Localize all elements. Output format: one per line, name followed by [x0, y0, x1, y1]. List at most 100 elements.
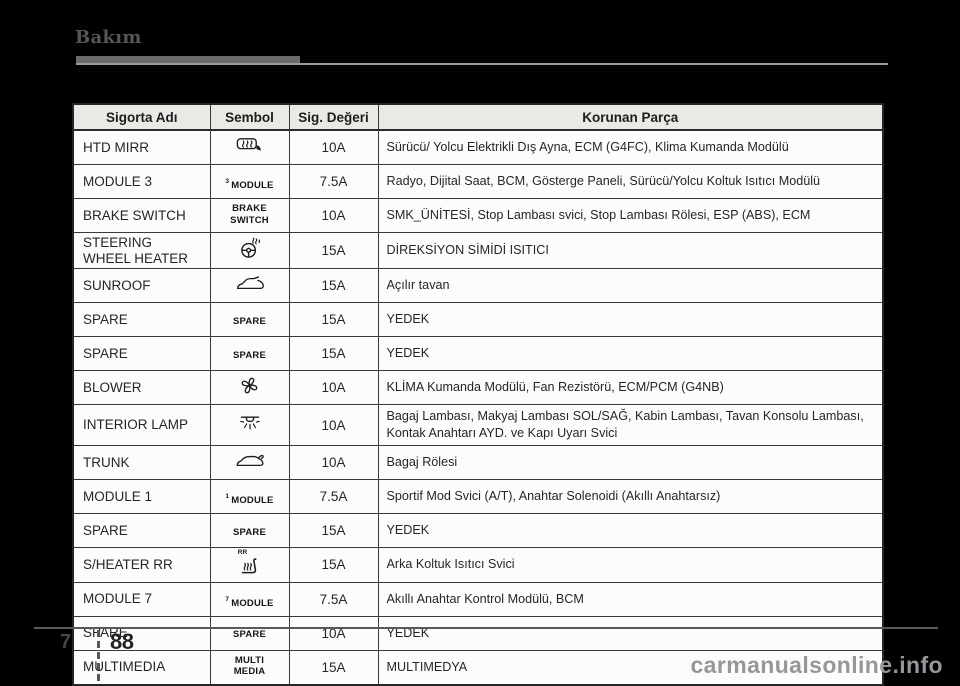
section-title: Bakım [75, 27, 142, 48]
symbol-label: RR [237, 549, 248, 557]
table-row: SPARE SPARE 10A YEDEK [72, 615, 884, 651]
fuse-protected-parts: Radyo, Dijital Saat, BCM, Gösterge Panel… [377, 164, 884, 199]
table-header-row: Sigorta Adı Sembol Sig. Değeri Korunan Parç… [72, 103, 884, 131]
seat-heater-icon [239, 557, 260, 575]
fuse-symbol-cell: SPARE [209, 336, 290, 372]
symbol-text-line: SPARE [232, 349, 267, 361]
fuse-symbol-cell: 7 MODULE [209, 581, 290, 617]
fuse-symbol-cell: 3 MODULE [209, 164, 290, 199]
fuse-protected-parts: SMK_ÜNİTESİ, Stop Lambası svici, Stop La… [377, 198, 884, 233]
symbol-text-line: SPARE [232, 315, 267, 327]
fuse-protected-parts: YEDEK [377, 513, 884, 549]
fuse-name: SPARE [72, 336, 211, 372]
symbol-superscript: 3 [225, 178, 230, 186]
fuse-name: SUNROOF [72, 268, 211, 304]
fuse-symbol-cell: 1 MODULE [209, 479, 290, 515]
symbol-superscript: 7 [225, 595, 230, 603]
fuse-rating: 10A [288, 615, 379, 651]
fuse-symbol-cell: SPARE [209, 513, 290, 549]
fuse-rating: 10A [288, 129, 379, 165]
title-rule-thick [76, 56, 300, 65]
fuse-protected-parts: KLİMA Kumanda Modülü, Fan Rezistörü, ECM… [377, 370, 884, 406]
fuse-name: SPARE [72, 615, 211, 651]
fuse-symbol-cell [209, 129, 290, 165]
table-row: S/HEATER RR RR 15A Arka Koltuk Isıtıcı Svic… [72, 547, 884, 583]
table-row: MODULE 7 7 MODULE 7.5A Akıllı Anahtar Kontro… [72, 581, 884, 617]
column-header: Sembol [209, 103, 290, 131]
symbol-text-line: MODULE [231, 180, 274, 192]
sunroof-icon [235, 275, 265, 291]
table-row: BRAKE SWITCH BRAKE SWITCH 10A SMK_ÜNİTESİ, S… [72, 198, 884, 233]
fuse-symbol-cell: RR [209, 547, 290, 583]
symbol-text: 1 MODULE [225, 494, 274, 507]
fuse-protected-parts: YEDEK [377, 302, 884, 338]
fuse-protected-parts: Bagaj Lambası, Makyaj Lambası SOL/SAĞ, K… [377, 404, 884, 447]
fuse-name: SPARE [72, 302, 211, 338]
fuse-protected-parts: Sürücü/ Yolcu Elektrikli Dış Ayna, ECM (… [377, 129, 884, 165]
fuse-table-body: HTD MIRR 10A Sürücü/ Yolcu Elektrikli Dış … [72, 129, 884, 686]
fuse-symbol-cell [209, 231, 290, 270]
symbol-text-line: MODULE [231, 495, 274, 507]
fuse-name: INTERIOR LAMP [72, 404, 211, 447]
symbol-text-line: MULTI [234, 654, 265, 666]
fuse-protected-parts: MULTIMEDYA [377, 649, 884, 686]
fuse-name: TRUNK [72, 445, 211, 481]
symbol-text: SPARE [233, 350, 266, 361]
table-row: MODULE 1 1 MODULE 7.5A Sportif Mod Svici (A/… [72, 479, 884, 515]
fuse-rating: 15A [288, 547, 379, 583]
watermark: carmanualsonline.info [690, 652, 943, 678]
fuse-rating: 15A [288, 302, 379, 338]
fuse-name: HTD MIRR [72, 129, 211, 165]
fuse-name: S/HEATER RR [72, 547, 211, 583]
title-rule-thin [76, 63, 888, 65]
trunk-icon [235, 453, 265, 468]
fuse-rating: 15A [288, 649, 379, 686]
fuse-protected-parts: Açılır tavan [377, 268, 884, 304]
fuse-rating: 15A [288, 336, 379, 372]
fuse-protected-parts: YEDEK [377, 615, 884, 651]
fuse-rating: 7.5A [288, 164, 379, 199]
steering-wheel-heater-icon [239, 237, 261, 259]
fuse-name: MODULE 3 [72, 164, 211, 199]
fuse-symbol-cell: BRAKE SWITCH [209, 198, 290, 233]
fuse-protected-parts: YEDEK [377, 336, 884, 372]
symbol-text-line: MEDIA [233, 666, 266, 678]
symbol-text: SPARE [233, 629, 266, 640]
fuse-symbol-cell [209, 445, 290, 481]
table-row: SUNROOF 15A Açılır tavan [72, 268, 884, 304]
fuse-name: SPARE [72, 513, 211, 549]
table-row: STEERING WHEEL HEATER 15A DİREKSİYON SİMİD… [72, 231, 884, 270]
fuse-rating: 7.5A [288, 479, 379, 515]
heated-mirror-icon [236, 137, 263, 154]
fuse-rating: 15A [288, 268, 379, 304]
fuse-symbol-cell [209, 404, 290, 447]
table-row: INTERIOR LAMP 10A Bagaj Lambası, Makyaj La… [72, 404, 884, 447]
fuse-name: BLOWER [72, 370, 211, 406]
symbol-text: 7 MODULE [225, 595, 274, 609]
symbol-text-line: BRAKE [232, 203, 267, 215]
fuse-name: MULTIMEDIA [72, 649, 211, 686]
symbol-text: SPARE [233, 527, 266, 538]
table-row: BLOWER 10A KLİMA Kumanda Modülü, Fan Rezis… [72, 370, 884, 406]
fuse-rating: 10A [288, 445, 379, 481]
chapter-number: 7 [60, 631, 72, 653]
symbol-text-line: SWITCH [230, 214, 269, 226]
table-row: HTD MIRR 10A Sürücü/ Yolcu Elektrikli Dış … [72, 129, 884, 165]
symbol-text: 3 MODULE [225, 178, 274, 192]
fuse-symbol-cell [209, 370, 290, 406]
fuse-protected-parts: DİREKSİYON SİMİDİ ISITICI [377, 231, 884, 270]
symbol-text-line: SPARE [232, 526, 267, 538]
footer-dashed-divider [97, 630, 100, 685]
column-header: Sig. Değeri [288, 103, 379, 131]
symbol-text: MULTI MEDIA [234, 655, 266, 678]
fuse-rating: 10A [288, 404, 379, 447]
table-row: SPARE SPARE 15A YEDEK [72, 513, 884, 549]
fuse-name: MODULE 1 [72, 479, 211, 515]
symbol-text: BRAKE SWITCH [230, 203, 269, 226]
fuse-rating: 15A [288, 513, 379, 549]
footer-rule [34, 627, 938, 629]
fuse-name: STEERING WHEEL HEATER [72, 231, 211, 270]
symbol-text-line: MODULE [231, 597, 274, 609]
fuse-name: MODULE 7 [72, 581, 211, 617]
table-row: SPARE SPARE 15A YEDEK [72, 302, 884, 338]
